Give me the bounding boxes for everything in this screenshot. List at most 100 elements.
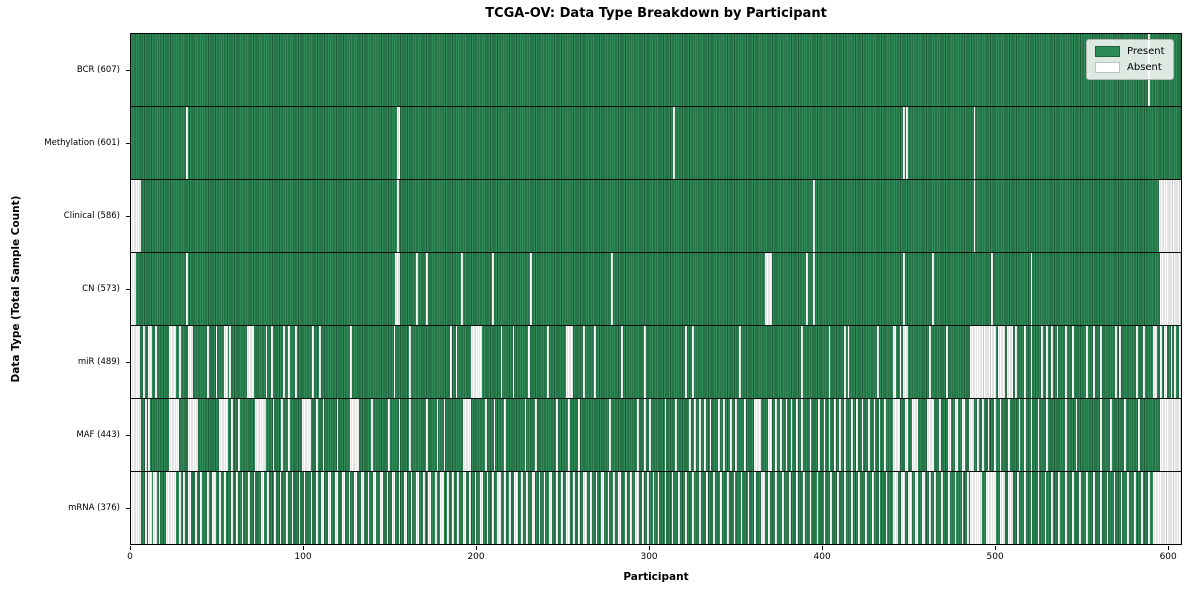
absent-segment	[371, 399, 373, 471]
absent-segment	[409, 326, 411, 398]
absent-segment	[322, 399, 325, 471]
absent-segment	[692, 472, 694, 544]
absent-segment	[844, 472, 846, 544]
absent-segment	[657, 472, 660, 544]
absent-segment	[818, 399, 821, 471]
absent-segment	[409, 399, 411, 471]
absent-segment	[994, 399, 997, 471]
absent-segment	[566, 472, 570, 544]
absent-segment	[526, 472, 529, 544]
absent-segment	[1023, 326, 1026, 398]
absent-segment	[265, 326, 268, 398]
absent-segment	[600, 472, 605, 544]
absent-segment	[1092, 472, 1095, 544]
absent-segment	[410, 472, 413, 544]
absent-segment	[1065, 472, 1067, 544]
row-mRNA	[131, 471, 1181, 544]
absent-segment	[754, 399, 762, 471]
absent-segment	[267, 472, 270, 544]
absent-segment	[206, 472, 209, 544]
absent-segment	[131, 253, 137, 325]
absent-segment	[194, 472, 197, 544]
absent-segment	[802, 472, 805, 544]
absent-segment	[712, 472, 715, 544]
absent-segment	[823, 472, 826, 544]
absent-segment	[561, 472, 563, 544]
absent-segment	[485, 399, 487, 471]
absent-segment	[452, 472, 454, 544]
absent-segment	[393, 326, 396, 398]
y-tick-mark	[126, 508, 130, 510]
absent-segment	[795, 472, 798, 544]
absent-segment	[398, 399, 401, 471]
absent-segment	[298, 472, 301, 544]
absent-segment	[528, 326, 530, 398]
absent-segment	[279, 472, 282, 544]
absent-segment	[973, 180, 976, 252]
absent-segment	[1030, 253, 1033, 325]
absent-segment	[1153, 326, 1157, 398]
absent-segment	[219, 399, 228, 471]
absent-segment	[678, 472, 681, 544]
absent-segment	[1075, 399, 1078, 471]
x-tick-label: 200	[467, 552, 485, 562]
absent-segment	[1015, 326, 1017, 398]
absent-segment	[1030, 472, 1033, 544]
absent-segment	[1016, 472, 1019, 544]
row-MAF	[131, 398, 1181, 471]
absent-segment	[892, 399, 900, 471]
absent-segment	[379, 472, 384, 544]
absent-segment	[1136, 326, 1138, 398]
absent-segment	[775, 472, 777, 544]
absent-segment	[1158, 180, 1181, 252]
absent-segment	[301, 399, 311, 471]
absent-segment	[823, 399, 826, 471]
absent-segment	[187, 326, 194, 398]
absent-segment	[567, 399, 570, 471]
absent-segment	[904, 399, 909, 471]
absent-segment	[921, 472, 926, 544]
absent-segment	[168, 326, 176, 398]
absent-segment	[319, 326, 321, 398]
absent-segment	[664, 472, 667, 544]
absent-segment	[1065, 399, 1067, 471]
absent-segment	[360, 472, 365, 544]
absent-segment	[509, 472, 511, 544]
absent-segment	[780, 399, 783, 471]
absent-segment	[671, 472, 674, 544]
absent-segment	[148, 326, 152, 398]
absent-segment	[158, 472, 161, 544]
absent-segment	[928, 326, 931, 398]
absent-segment	[398, 472, 401, 544]
absent-segment	[350, 326, 353, 398]
absent-segment	[428, 472, 432, 544]
absent-segment	[566, 326, 574, 398]
absent-segment	[977, 399, 979, 471]
absent-segment	[131, 180, 142, 252]
absent-segment	[1124, 399, 1126, 471]
absent-segment	[1141, 472, 1143, 544]
absent-segment	[491, 472, 494, 544]
absent-segment	[474, 472, 477, 544]
absent-segment	[281, 399, 283, 471]
absent-segment	[1058, 472, 1061, 544]
absent-segment	[738, 326, 741, 398]
absent-segment	[246, 326, 254, 398]
absent-segment	[1113, 472, 1116, 544]
absent-segment	[291, 472, 294, 544]
absent-segment	[899, 326, 902, 398]
absent-segment	[970, 472, 983, 544]
absent-segment	[861, 399, 864, 471]
absent-segment	[795, 399, 798, 471]
absent-segment	[968, 399, 974, 471]
absent-segment	[186, 253, 188, 325]
absent-segment	[928, 472, 931, 544]
absent-segment	[131, 326, 140, 398]
absent-segment	[500, 326, 503, 398]
absent-segment	[775, 399, 777, 471]
absent-segment	[148, 472, 152, 544]
absent-segment	[885, 472, 888, 544]
absent-segment	[982, 399, 985, 471]
absent-segment	[693, 399, 696, 471]
absent-segment	[320, 472, 325, 544]
